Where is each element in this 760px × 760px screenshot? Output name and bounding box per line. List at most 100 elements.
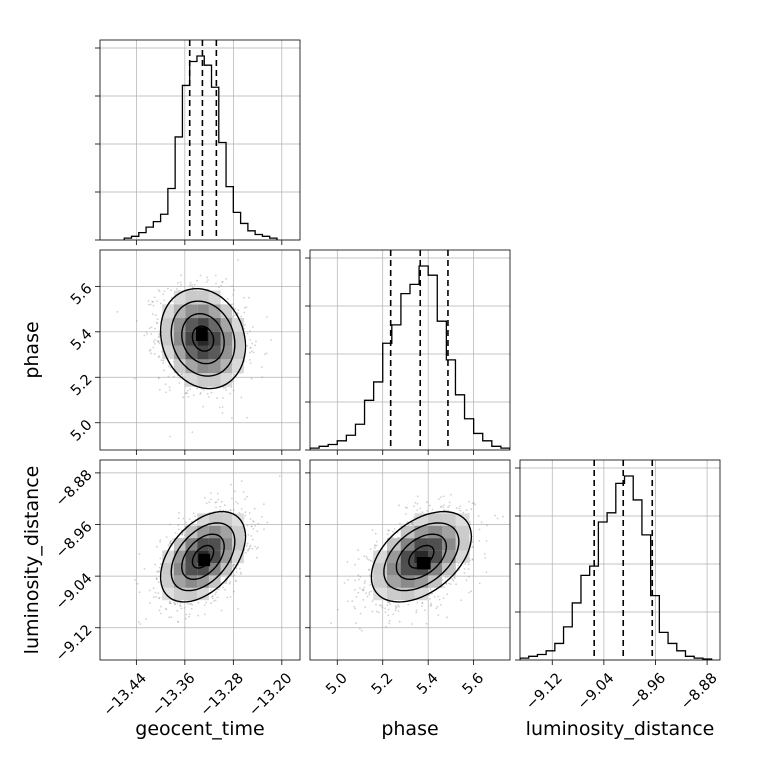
scatter-point — [369, 548, 372, 550]
scatter-point — [421, 511, 424, 514]
scatter-point — [232, 389, 235, 392]
scatter-point — [138, 591, 141, 594]
scatter-point — [184, 617, 187, 620]
scatter-point — [368, 593, 371, 596]
scatter-point — [156, 300, 158, 302]
histogram-bin — [572, 603, 581, 660]
density-cell — [173, 563, 186, 576]
scatter-point — [251, 547, 254, 550]
histogram-bin — [546, 651, 555, 660]
scatter-point — [438, 598, 441, 601]
scatter-point — [429, 587, 432, 590]
scatter-point — [459, 505, 462, 508]
density-cell — [208, 563, 221, 576]
scatter-point — [405, 513, 407, 515]
scatter-point — [182, 375, 184, 377]
scatter-point — [452, 579, 455, 582]
scatter-point — [363, 582, 366, 584]
scatter-point — [176, 602, 179, 604]
scatter-point — [234, 579, 237, 582]
histogram-bin — [346, 435, 355, 450]
scatter-point — [188, 613, 191, 616]
x-tick-label: −13.28 — [198, 670, 247, 719]
scatter-point — [224, 588, 227, 591]
scatter-point — [160, 605, 162, 608]
density-cell — [173, 345, 186, 360]
density-cell — [185, 304, 198, 319]
scatter-point — [242, 491, 245, 493]
scatter-point — [243, 307, 246, 309]
scatter-point — [170, 616, 173, 619]
density-cell — [162, 304, 174, 319]
scatter-point — [220, 500, 223, 503]
density-cell — [197, 513, 209, 526]
scatter-point — [163, 369, 165, 372]
scatter-point — [249, 330, 251, 333]
scatter-point — [430, 602, 432, 605]
scatter-point — [150, 333, 153, 335]
scatter-point — [411, 523, 414, 525]
density-cell — [232, 331, 244, 346]
scatter-point — [234, 490, 236, 493]
scatter-point — [199, 393, 202, 395]
scatter-point — [414, 501, 417, 504]
density-cell — [232, 513, 244, 526]
scatter-point — [439, 506, 442, 508]
scatter-point — [387, 529, 389, 531]
scatter-point — [385, 625, 387, 628]
scatter-point — [185, 613, 188, 616]
scatter-point — [440, 604, 442, 606]
scatter-point — [362, 588, 365, 591]
scatter-point — [215, 501, 218, 503]
scatter-point — [393, 528, 396, 530]
density-cell — [162, 575, 174, 588]
scatter-point — [399, 522, 401, 525]
scatter-point — [249, 362, 252, 364]
scatter-point — [194, 515, 197, 517]
scatter-point — [362, 599, 365, 601]
density-cell — [173, 550, 186, 563]
scatter-point — [360, 629, 363, 632]
scatter-point — [397, 610, 400, 612]
contour-line — [383, 522, 460, 592]
density-cell — [373, 587, 387, 601]
density-geocent-time-luminosity-distance-frame — [99, 459, 301, 661]
scatter-point — [181, 373, 184, 376]
scatter-point — [214, 593, 217, 596]
scatter-point — [197, 601, 200, 604]
scatter-point — [187, 389, 189, 392]
scatter-point — [431, 592, 434, 595]
contour-line — [395, 533, 448, 580]
scatter-point — [265, 352, 268, 355]
scatter-point — [176, 609, 179, 612]
y-tick-label: −9.12 — [53, 622, 96, 665]
scatter-point — [143, 567, 146, 570]
scatter-point — [246, 495, 249, 498]
scatter-point — [157, 356, 160, 359]
scatter-point — [246, 332, 249, 335]
scatter-point — [224, 386, 227, 389]
histogram-bin — [365, 400, 374, 450]
scatter-point — [366, 595, 369, 598]
scatter-point — [256, 530, 259, 533]
scatter-point — [249, 351, 252, 354]
scatter-point — [235, 567, 238, 569]
histogram-bin — [598, 522, 607, 660]
scatter-point — [247, 549, 249, 552]
scatter-point — [230, 483, 233, 486]
scatter-point — [353, 606, 356, 608]
scatter-point — [386, 601, 389, 603]
scatter-point — [208, 501, 211, 504]
density-cell — [208, 550, 221, 563]
density-cell — [220, 318, 233, 332]
scatter-point — [216, 596, 219, 599]
scatter-point — [232, 293, 235, 296]
scatter-point — [354, 588, 356, 591]
scatter-point — [369, 574, 371, 577]
scatter-point — [162, 293, 165, 296]
scatter-point — [238, 511, 241, 514]
scatter-point — [368, 591, 371, 594]
scatter-point — [248, 547, 251, 550]
scatter-point — [462, 511, 465, 514]
scatter-point — [443, 509, 446, 511]
